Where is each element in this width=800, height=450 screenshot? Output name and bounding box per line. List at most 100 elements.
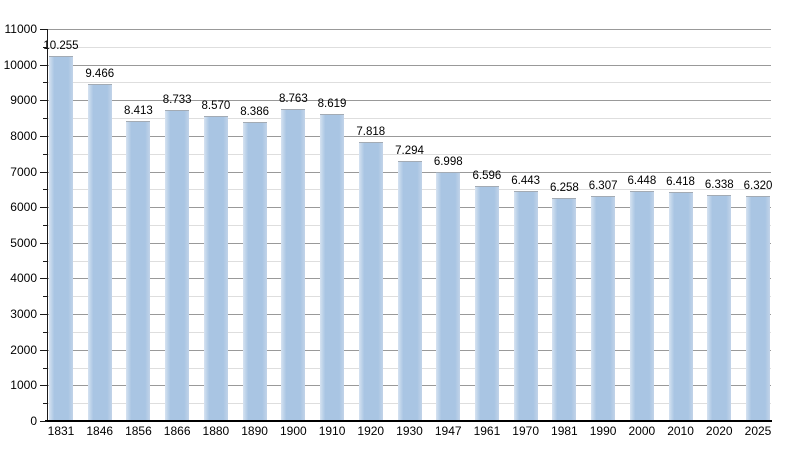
y-axis-minor-tick: [43, 403, 47, 405]
bar-value-label: 9.466: [85, 67, 115, 80]
x-axis-label: 1856: [125, 424, 152, 438]
bar-value-label: 6.338: [704, 179, 734, 192]
bar: [281, 108, 306, 421]
y-axis-major-tick: [40, 207, 47, 209]
y-axis-major-tick: [40, 421, 47, 422]
bar: [552, 198, 577, 421]
x-axis-label: 1981: [551, 424, 578, 438]
bar: [320, 113, 345, 421]
y-axis-major-tick: [40, 29, 47, 30]
bar-value-label: 8.570: [201, 99, 231, 112]
y-axis-label: 10000: [3, 57, 37, 72]
y-axis-label: 3000: [10, 307, 37, 322]
y-axis-label: 0: [30, 414, 37, 428]
x-axis-label: 1866: [163, 424, 191, 438]
bar: [165, 109, 190, 421]
y-axis-major-tick: [40, 64, 47, 66]
y-axis-minor-tick: [43, 153, 47, 155]
bar: [126, 121, 151, 421]
x-axis-label: 1920: [357, 424, 385, 438]
bar-value-label: 8.733: [162, 93, 192, 106]
y-axis-major-tick: [40, 242, 47, 244]
y-axis-minor-tick: [43, 367, 47, 369]
x-axis-label: 1930: [396, 424, 423, 438]
y-axis-label: 9000: [10, 93, 37, 108]
y-axis-label: 8000: [10, 128, 37, 143]
bar: [436, 171, 461, 421]
major-gridline: [48, 29, 771, 30]
x-axis-label: 2010: [667, 424, 694, 438]
x-axis-label: 2000: [628, 424, 656, 438]
x-axis-label: 2020: [705, 424, 733, 438]
bar-value-label: 6.448: [627, 175, 657, 188]
x-axis-label: 1970: [512, 424, 539, 438]
y-axis-label: 2000: [10, 342, 37, 357]
y-axis-major-tick: [40, 385, 47, 387]
x-axis-line: [45, 420, 772, 422]
x-axis-label: 1961: [473, 424, 501, 438]
bar: [87, 83, 112, 421]
y-axis-line: [47, 29, 48, 421]
y-axis-major-tick: [40, 100, 47, 102]
y-axis-label: 7000: [10, 164, 37, 179]
y-axis-minor-tick: [43, 225, 47, 226]
y-axis-minor-tick: [43, 46, 47, 48]
y-axis-major-tick: [40, 135, 47, 137]
x-axis-label: 1900: [279, 424, 307, 438]
bar-value-label: 6.307: [588, 180, 618, 193]
x-axis-label: 1846: [86, 424, 114, 438]
bar-value-label: 7.818: [356, 126, 386, 139]
x-axis-label: 2025: [744, 424, 772, 438]
x-axis-label: 1880: [202, 424, 230, 438]
bar: [513, 191, 538, 421]
x-axis-label: 1910: [318, 424, 346, 438]
minor-gridline: [48, 153, 771, 155]
y-axis-label: 5000: [10, 235, 37, 250]
y-axis-major-tick: [40, 349, 47, 351]
plot-area: 10.255 9.466 8.413 8.733 8.570 8.386 8.763 8.61…: [43, 29, 772, 421]
bar-value-label: 8.413: [124, 105, 153, 118]
y-axis-major-tick: [40, 278, 47, 280]
y-axis-minor-tick: [43, 331, 47, 333]
bar-value-label: 6.418: [666, 176, 695, 189]
y-axis-label: 1000: [10, 378, 37, 393]
bar-value-label: 7.294: [395, 145, 424, 158]
bar-value-label: 6.320: [743, 179, 773, 192]
y-axis-minor-tick: [43, 118, 47, 120]
bar: [474, 185, 499, 421]
bar: [358, 142, 383, 421]
bar: [591, 196, 616, 421]
x-axis-label: 1990: [589, 424, 617, 438]
bar: [203, 115, 228, 421]
major-gridline: [48, 100, 771, 102]
y-axis-minor-tick: [43, 189, 47, 191]
y-axis-label: 4000: [10, 271, 37, 286]
bar: [242, 122, 267, 421]
bar-value-label: 8.386: [240, 106, 269, 119]
bar-value-label: 6.258: [549, 182, 579, 194]
bar-value-label: 8.763: [278, 92, 308, 105]
x-axis-label: 1831: [47, 424, 75, 438]
y-axis-label: 6000: [10, 200, 37, 215]
y-axis-minor-tick: [43, 260, 47, 262]
minor-gridline: [48, 46, 771, 48]
y-axis-major-tick: [40, 314, 47, 316]
bar-value-label: 6.596: [472, 169, 502, 182]
y-axis-major-tick: [40, 171, 47, 173]
y-axis-minor-tick: [43, 296, 47, 298]
bar: [397, 161, 422, 421]
y-axis-minor-tick: [43, 82, 47, 84]
minor-gridline: [48, 118, 771, 120]
major-gridline: [48, 135, 771, 137]
minor-gridline: [48, 82, 771, 84]
major-gridline: [48, 64, 771, 66]
bar: [629, 191, 654, 421]
bar-value-label: 8.619: [317, 97, 347, 110]
bar-value-label: 6.443: [511, 175, 541, 188]
bar: [746, 195, 770, 421]
bar: [707, 195, 732, 421]
x-axis-label: 1947: [434, 424, 462, 438]
bar: [49, 55, 73, 421]
x-axis-label: 1890: [241, 424, 268, 438]
